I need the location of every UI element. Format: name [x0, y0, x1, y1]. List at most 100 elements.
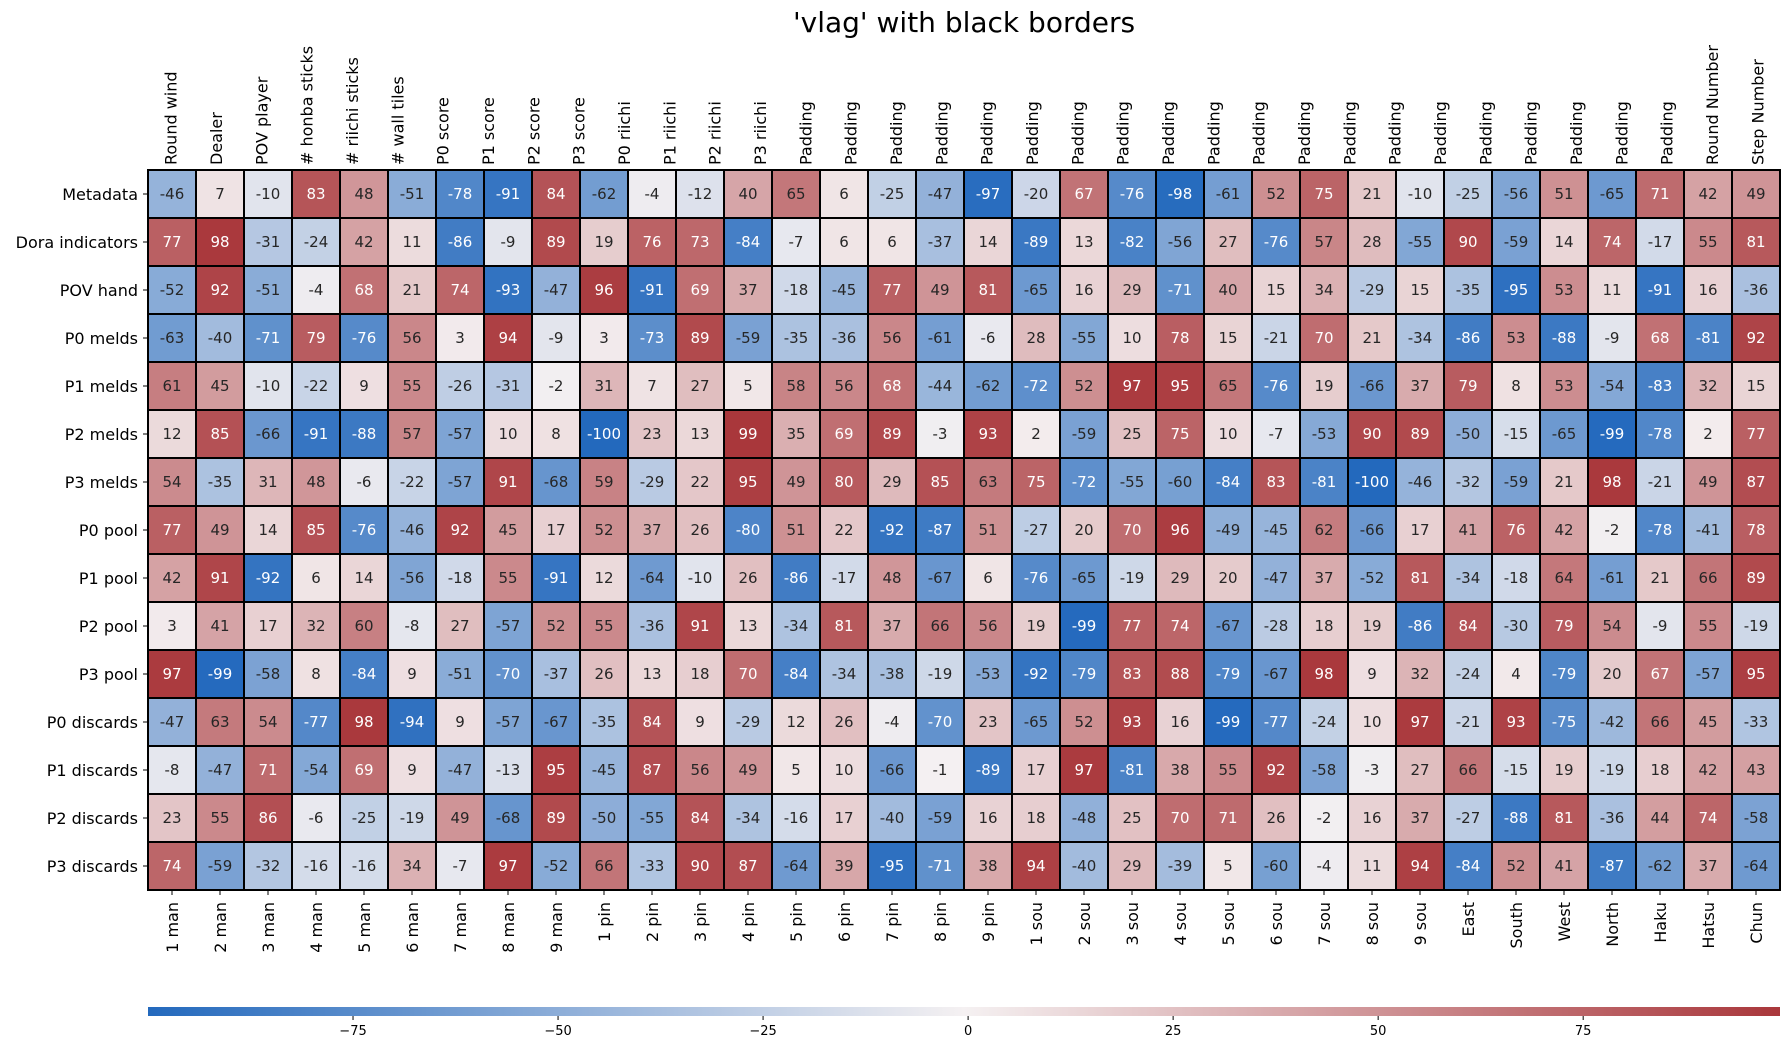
heatmap-cell	[723, 505, 773, 555]
heatmap-cell	[723, 361, 773, 411]
cell-value-label: 79	[1554, 617, 1573, 635]
heatmap-cell	[1299, 457, 1349, 507]
cell-value-label: -34	[1408, 329, 1433, 347]
heatmap-cell	[1491, 697, 1541, 747]
heatmap-cell	[1443, 265, 1493, 315]
cell-value-label: 55	[594, 617, 613, 635]
cell-value-label: -24	[1456, 665, 1481, 683]
cell-value-label: 77	[162, 521, 181, 539]
cell-value-label: 52	[1266, 185, 1285, 203]
heatmap-cell	[1587, 553, 1637, 603]
heatmap-cell	[675, 793, 725, 843]
heatmap-cell	[627, 217, 677, 267]
x-top-tick-label: Step Number	[1748, 59, 1767, 165]
cell-value-label: 52	[594, 521, 613, 539]
heatmap-cell	[1539, 745, 1589, 795]
cell-value-label: 9	[695, 713, 705, 731]
cell-value-label: -72	[1072, 473, 1097, 491]
y-tick-label: P1 discards	[47, 761, 138, 780]
cell-value-label: 41	[1554, 857, 1573, 875]
colorbar: −75 −50 −25 0 25 50 75	[148, 1007, 1780, 1039]
cell-value-label: -66	[880, 761, 905, 779]
cell-value-label: 41	[210, 617, 229, 635]
cell-value-label: -86	[784, 569, 809, 587]
cell-value-label: -33	[1744, 713, 1769, 731]
cell-value-label: -100	[587, 425, 621, 443]
cell-value-label: -67	[1264, 665, 1289, 683]
heatmap-cell	[771, 649, 821, 699]
cell-value-label: -38	[880, 665, 905, 683]
heatmap-cell	[387, 697, 437, 747]
cell-value-label: 52	[1506, 857, 1525, 875]
heatmap-cell	[1491, 409, 1541, 459]
cell-value-label: 29	[882, 473, 901, 491]
heatmap-cell	[1395, 169, 1445, 219]
heatmap-cell	[1443, 457, 1493, 507]
heatmap-cell	[1491, 601, 1541, 651]
cell-value-label: 48	[306, 473, 325, 491]
cell-value-label: 17	[258, 617, 277, 635]
cell-value-label: 95	[1170, 377, 1189, 395]
heatmap-cell	[1107, 409, 1157, 459]
cell-value-label: -9	[549, 329, 564, 347]
cell-value-label: 37	[1410, 809, 1429, 827]
cell-value-label: 17	[834, 809, 853, 827]
cell-value-label: -4	[309, 281, 324, 299]
heatmap-cell	[291, 601, 341, 651]
cell-value-label: -55	[1408, 233, 1433, 251]
heatmap-cell	[483, 457, 533, 507]
heatmap-cell	[243, 841, 293, 891]
heatmap-cell	[1539, 265, 1589, 315]
heatmap-cell	[483, 313, 533, 363]
cell-value-label: 19	[1362, 617, 1381, 635]
cell-value-label: -79	[1552, 665, 1577, 683]
heatmap-cell	[1731, 409, 1781, 459]
heatmap-cell	[1059, 649, 1109, 699]
cell-value-label: -65	[1552, 425, 1577, 443]
cell-value-label: -21	[1264, 329, 1289, 347]
heatmap-cell	[1587, 457, 1637, 507]
cell-value-label: -99	[1600, 425, 1625, 443]
heatmap-cell	[915, 649, 965, 699]
cell-value-label: 97	[1410, 713, 1429, 731]
heatmap-cell	[1011, 697, 1061, 747]
cell-value-label: 49	[450, 809, 469, 827]
y-tick-label: P2 discards	[47, 809, 138, 828]
cell-value-label: 89	[1746, 569, 1765, 587]
cell-value-label: 54	[162, 473, 181, 491]
heatmap-cell	[1635, 361, 1685, 411]
cell-value-label: -47	[208, 761, 233, 779]
cell-value-label: -29	[736, 713, 761, 731]
cell-value-label: -2	[1317, 809, 1332, 827]
cell-value-label: -81	[1696, 329, 1721, 347]
cell-value-label: -62	[592, 185, 617, 203]
heatmap-cell	[675, 745, 725, 795]
cell-value-label: 77	[882, 281, 901, 299]
heatmap-cell	[1059, 841, 1109, 891]
heatmap-cell	[1347, 697, 1397, 747]
heatmap-cell	[1059, 745, 1109, 795]
x-bottom-tick-label: 9 pin	[979, 902, 998, 942]
cell-value-label: 16	[1698, 281, 1717, 299]
cell-value-label: 8	[1511, 377, 1521, 395]
cell-value-label: 31	[594, 377, 613, 395]
cell-value-label: 91	[690, 617, 709, 635]
cell-value-label: -15	[1504, 425, 1529, 443]
cell-value-label: 55	[498, 569, 517, 587]
cell-value-label: 91	[498, 473, 517, 491]
heatmap-cell	[1731, 217, 1781, 267]
cell-value-label: 76	[1506, 521, 1525, 539]
cell-value-label: 21	[1650, 569, 1669, 587]
cell-value-label: -73	[640, 329, 665, 347]
heatmap-cell	[195, 601, 245, 651]
heatmap-cell	[867, 841, 917, 891]
cell-value-label: 88	[1170, 665, 1189, 683]
cell-value-label: 78	[1170, 329, 1189, 347]
cell-value-label: 11	[1602, 281, 1621, 299]
cell-value-label: 22	[690, 473, 709, 491]
cell-value-label: 71	[258, 761, 277, 779]
cell-value-label: 95	[738, 473, 757, 491]
heatmap-cell	[1731, 457, 1781, 507]
cell-value-label: 38	[1170, 761, 1189, 779]
heatmap-cell	[1443, 553, 1493, 603]
